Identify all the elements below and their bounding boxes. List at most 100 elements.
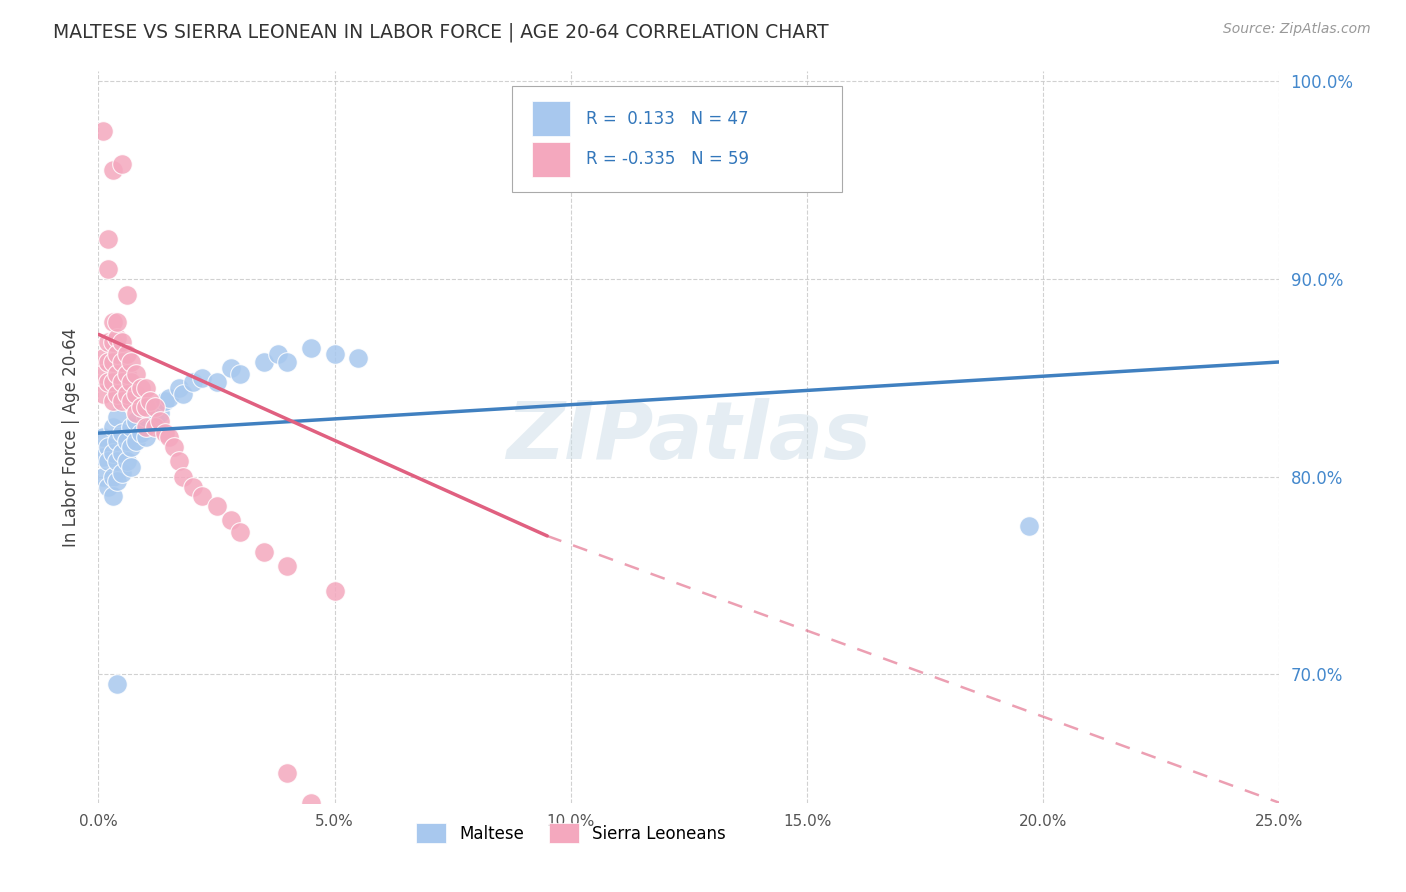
Point: [135, 410, 157, 425]
Point: [163, 440, 186, 454]
Point: [97, 375, 120, 389]
Point: [253, 355, 276, 369]
Point: [115, 347, 138, 361]
Point: [149, 406, 172, 420]
Point: [105, 677, 128, 691]
Point: [229, 367, 252, 381]
Point: [229, 524, 252, 539]
Point: [135, 430, 157, 444]
Point: [125, 386, 148, 401]
Point: [121, 394, 143, 409]
Point: [276, 355, 298, 369]
Point: [105, 474, 128, 488]
Point: [205, 500, 228, 514]
Point: [115, 367, 138, 381]
Point: [157, 391, 180, 405]
Point: [91, 367, 114, 381]
Point: [167, 381, 190, 395]
Point: [101, 335, 124, 350]
Point: [101, 446, 124, 460]
Point: [115, 386, 138, 401]
Point: [111, 466, 134, 480]
Point: [157, 430, 180, 444]
Point: [91, 430, 114, 444]
Point: [111, 426, 134, 441]
Point: [105, 410, 128, 425]
Point: [347, 351, 370, 365]
Point: [205, 375, 228, 389]
Point: [111, 375, 134, 389]
Point: [323, 584, 346, 599]
Point: [276, 558, 298, 573]
Point: [115, 287, 138, 301]
Point: [91, 351, 114, 365]
Point: [121, 375, 143, 389]
Point: [172, 469, 194, 483]
Point: [97, 232, 120, 246]
Point: [125, 434, 148, 448]
Point: [153, 426, 176, 441]
Point: [139, 394, 162, 409]
Point: [143, 414, 166, 428]
Point: [167, 454, 190, 468]
Point: [105, 454, 128, 468]
Point: [111, 355, 134, 369]
Point: [267, 347, 290, 361]
Point: [129, 401, 152, 415]
Point: [101, 315, 124, 329]
Point: [97, 335, 120, 350]
Point: [91, 450, 114, 464]
Bar: [531, 142, 569, 177]
Text: R =  0.133   N = 47: R = 0.133 N = 47: [586, 110, 748, 128]
Point: [101, 420, 124, 434]
Point: [191, 489, 214, 503]
Point: [135, 401, 157, 415]
Point: [135, 420, 157, 434]
Point: [129, 426, 152, 441]
Point: [115, 434, 138, 448]
Point: [299, 341, 322, 355]
Point: [181, 479, 204, 493]
Point: [219, 513, 242, 527]
Point: [105, 331, 128, 345]
Point: [101, 489, 124, 503]
Point: [1018, 519, 1040, 533]
Point: [143, 401, 166, 415]
Point: [101, 355, 124, 369]
Point: [149, 414, 172, 428]
Point: [105, 367, 128, 381]
Y-axis label: In Labor Force | Age 20-64: In Labor Force | Age 20-64: [62, 327, 80, 547]
Bar: [531, 102, 569, 136]
Point: [253, 545, 276, 559]
Point: [91, 123, 114, 137]
Point: [105, 315, 128, 329]
Point: [105, 386, 128, 401]
Point: [143, 420, 166, 434]
Point: [135, 381, 157, 395]
Point: [91, 386, 114, 401]
Point: [101, 469, 124, 483]
Point: [111, 157, 134, 171]
Point: [111, 335, 134, 350]
Point: [125, 367, 148, 381]
Point: [121, 459, 143, 474]
Point: [299, 796, 322, 810]
FancyBboxPatch shape: [512, 86, 842, 192]
Point: [172, 386, 194, 401]
Point: [97, 440, 120, 454]
Point: [97, 355, 120, 369]
Text: R = -0.335   N = 59: R = -0.335 N = 59: [586, 150, 749, 168]
Point: [105, 347, 128, 361]
Point: [105, 434, 128, 448]
Point: [115, 454, 138, 468]
Point: [97, 262, 120, 277]
Point: [323, 347, 346, 361]
Text: Source: ZipAtlas.com: Source: ZipAtlas.com: [1223, 22, 1371, 37]
Point: [219, 360, 242, 375]
Text: MALTESE VS SIERRA LEONEAN IN LABOR FORCE | AGE 20-64 CORRELATION CHART: MALTESE VS SIERRA LEONEAN IN LABOR FORCE…: [53, 22, 830, 42]
Point: [181, 375, 204, 389]
Point: [139, 401, 162, 415]
Point: [97, 479, 120, 493]
Point: [125, 414, 148, 428]
Point: [276, 766, 298, 780]
